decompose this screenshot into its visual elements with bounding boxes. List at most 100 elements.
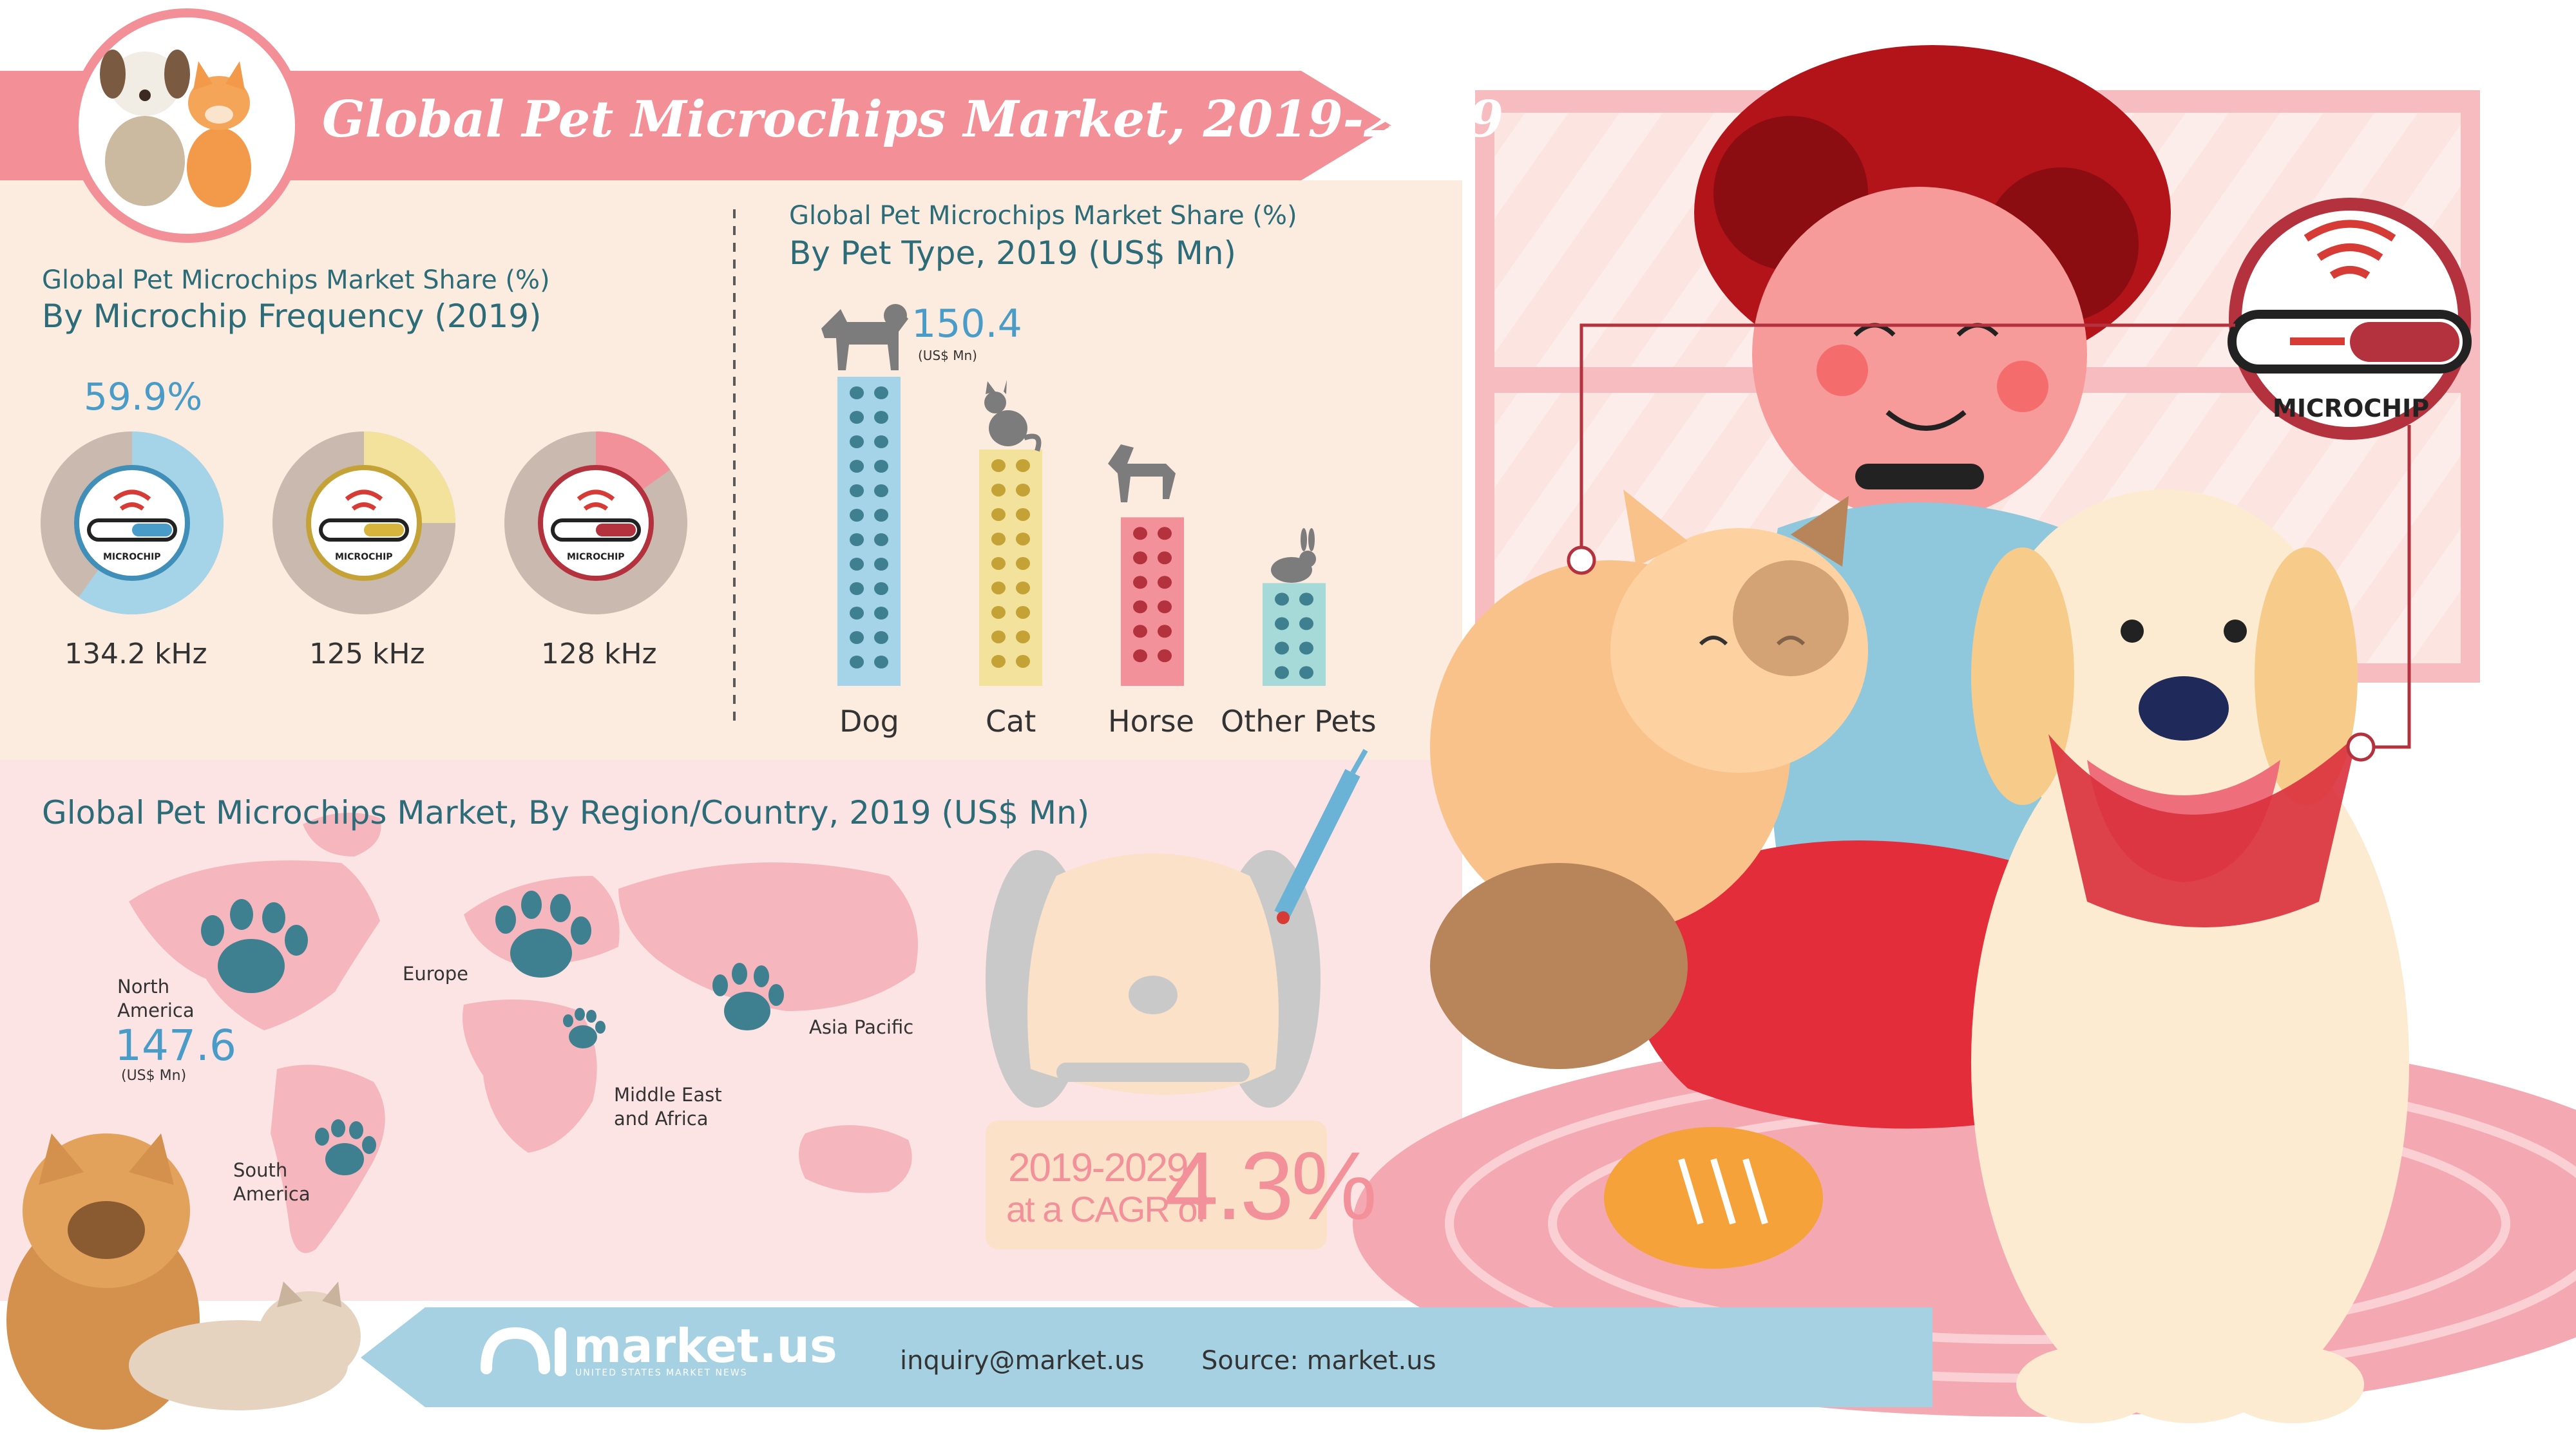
- bar-cat: [979, 449, 1042, 686]
- paw-print-icon: [850, 631, 864, 644]
- pet-label-horse: Horse: [1108, 704, 1194, 739]
- paw-print-icon: [991, 556, 1006, 570]
- paw-print-icon: [991, 630, 1006, 643]
- region-asia-pacific: Asia Pacific: [809, 1016, 914, 1038]
- paw-print-icon: [874, 484, 888, 497]
- microchip-icon: [319, 489, 409, 542]
- paw-print-icon: [991, 483, 1006, 497]
- cagr-prefix: at a CAGR of: [1006, 1189, 1207, 1229]
- paw-print-icon: [1158, 625, 1172, 638]
- paw-print-icon: [1016, 605, 1030, 619]
- north-america-unit: (US$ Mn): [121, 1068, 187, 1084]
- paw-print-icon: [850, 460, 864, 473]
- paw-print-icon: [991, 507, 1006, 521]
- paw-icon-middle-east-africa: [563, 1008, 606, 1048]
- bar-dog: [837, 377, 901, 686]
- paw-print-icon: [1275, 617, 1289, 630]
- paw-icon-north-america: [201, 899, 308, 993]
- paw-print-icon: [874, 607, 888, 620]
- paw-print-icon: [1133, 527, 1147, 540]
- chip-label: MICROCHIP: [335, 552, 393, 562]
- paw-print-icon: [1016, 532, 1030, 545]
- region-north-america-line2: America: [117, 999, 195, 1021]
- paw-print-icon: [1133, 576, 1147, 589]
- paw-print-icon: [874, 460, 888, 473]
- frequency-label-128khz: 128 kHz: [541, 638, 657, 670]
- paw-print-icon: [874, 386, 888, 399]
- paw-print-icon: [991, 581, 1006, 594]
- microchip-icon: [551, 489, 641, 542]
- pet-title-line2: By Pet Type, 2019 (US$ Mn): [789, 234, 1237, 272]
- frequency-label-134khz: 134.2 kHz: [64, 638, 207, 670]
- paw-print-icon: [850, 533, 864, 546]
- chip-label: MICROCHIP: [567, 552, 625, 562]
- cat-illustration: [1430, 489, 1868, 1069]
- footer-tagline: UNITED STATES MARKET NEWS: [575, 1368, 748, 1378]
- paw-print-icon: [1133, 625, 1147, 638]
- paw-print-icon: [850, 386, 864, 399]
- paw-icon-south-america: [315, 1119, 376, 1175]
- paw-print-icon: [1158, 576, 1172, 589]
- frequency-title-line2: By Microchip Frequency (2019): [42, 298, 542, 335]
- region-mea-line1: Middle East: [614, 1084, 722, 1106]
- rabbit-silhouette-icon: [1271, 528, 1316, 583]
- paw-print-icon: [1275, 666, 1289, 679]
- paw-print-icon: [1133, 649, 1147, 663]
- paw-print-icon: [874, 509, 888, 522]
- donut-125khz: [272, 431, 455, 614]
- dog-silhouette-icon: [821, 304, 908, 370]
- region-europe: Europe: [403, 963, 468, 985]
- frequency-label-125khz: 125 kHz: [309, 638, 425, 670]
- pet-label-other-pets: Other Pets: [1221, 704, 1377, 739]
- connector-lines: [1567, 323, 2411, 762]
- title-banner: [0, 71, 1391, 180]
- paw-print-icon: [874, 656, 888, 668]
- paw-print-icon: [874, 411, 888, 424]
- paw-print-icon: [1016, 556, 1030, 570]
- bar-horse: [1121, 517, 1184, 686]
- microchip-badge: [2228, 198, 2472, 440]
- horse-silhouette-icon: [1108, 444, 1176, 502]
- market-us-logo-icon: [481, 1327, 566, 1376]
- paw-print-icon: [991, 532, 1006, 545]
- paw-print-icon: [1299, 592, 1313, 606]
- logo-badge-pets: [70, 8, 304, 243]
- region-mea-line2: and Africa: [614, 1108, 709, 1130]
- dog-value-label: 150.4: [911, 301, 1022, 346]
- microchip-badge-label: MICROCHIP: [2273, 394, 2430, 422]
- chip-label: MICROCHIP: [103, 552, 161, 562]
- pet-bar-chart: [837, 377, 1326, 686]
- paw-print-icon: [1299, 641, 1313, 655]
- paw-print-icon: [850, 558, 864, 571]
- pet-title-line1: Global Pet Microchips Market Share (%): [789, 201, 1297, 231]
- paw-print-icon: [850, 582, 864, 595]
- lying-cat-illustration: [129, 1282, 361, 1410]
- paw-print-icon: [850, 411, 864, 424]
- cat-silhouette-icon: [984, 380, 1042, 452]
- footer-banner: [361, 1307, 1932, 1407]
- footer-email-link[interactable]: inquiry@market.us: [900, 1346, 1145, 1376]
- region-south-america-line2: America: [233, 1183, 310, 1205]
- paw-print-icon: [1133, 551, 1147, 565]
- paw-print-icon: [991, 459, 1006, 472]
- region-title: Global Pet Microchips Market, By Region/…: [42, 794, 1090, 831]
- paw-print-icon: [874, 582, 888, 595]
- paw-print-icon: [874, 631, 888, 644]
- paw-print-icon: [850, 509, 864, 522]
- paw-print-icon: [1016, 654, 1030, 668]
- paw-print-icon: [1275, 592, 1289, 606]
- paw-icon-europe: [495, 891, 591, 978]
- paw-print-icon: [850, 435, 864, 448]
- paw-print-icon: [1133, 600, 1147, 614]
- microchip-icon: [87, 489, 177, 542]
- top-panel: [0, 180, 1462, 760]
- dog-illustration: [1971, 489, 2409, 1423]
- frequency-title-line1: Global Pet Microchips Market Share (%): [42, 265, 550, 295]
- dog-head-illustration: [986, 749, 1368, 1249]
- paw-print-icon: [1016, 630, 1030, 643]
- donut-128khz: [504, 431, 687, 614]
- paw-print-icon: [850, 607, 864, 620]
- frequency-value-label: 59.9%: [84, 375, 203, 419]
